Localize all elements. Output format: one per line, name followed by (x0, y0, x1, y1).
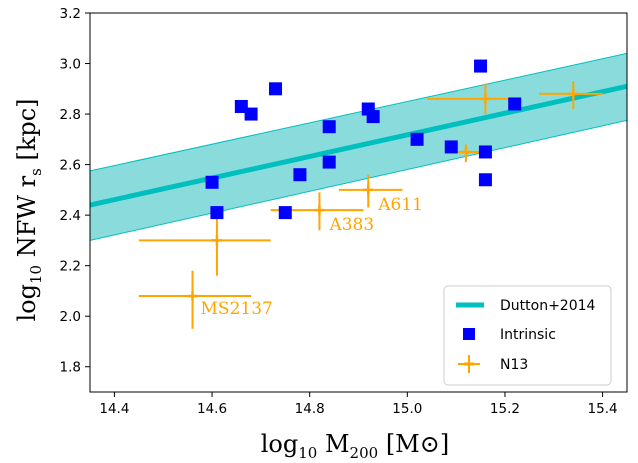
x-tick-label: 15.2 (490, 401, 520, 417)
y-tick-label: 2.0 (60, 309, 81, 325)
x-tick-label: 14.6 (197, 401, 227, 417)
y-axis-label: log10 NFW rs [kpc] (13, 98, 45, 321)
legend-n13-label: N13 (500, 357, 528, 373)
y-tick-label: 1.8 (60, 360, 81, 376)
legend-n13-swatch (458, 355, 480, 373)
intrinsic-marker-layer (205, 59, 522, 220)
y-tick-label: 3.0 (60, 57, 81, 73)
intrinsic-point (322, 155, 336, 169)
annotation-a611: A611 (377, 195, 423, 215)
y-tick-label: 2.4 (60, 208, 81, 224)
annotation-ms2137: MS2137 (201, 299, 273, 319)
x-tick-label: 15.0 (392, 401, 422, 417)
intrinsic-point (278, 206, 292, 220)
x-axis-label: log10 M200 [M⊙] (261, 430, 450, 462)
intrinsic-point (269, 82, 283, 96)
intrinsic-point (210, 206, 224, 220)
intrinsic-point (410, 132, 424, 146)
intrinsic-point (508, 97, 522, 111)
y-tick-label: 3.2 (60, 6, 81, 22)
dutton-line (89, 83, 628, 208)
x-tick-label: 14.8 (295, 401, 325, 417)
intrinsic-point (244, 107, 258, 121)
intrinsic-point (474, 59, 488, 73)
y-tick-label: 2.8 (60, 107, 81, 123)
x-tick-label: 15.4 (588, 401, 618, 417)
intrinsic-point (444, 140, 458, 154)
y-tick-label: 2.2 (60, 259, 81, 275)
intrinsic-point (478, 145, 492, 159)
legend-intrinsic-label: Intrinsic (500, 327, 556, 343)
intrinsic-point (478, 173, 492, 187)
legend: Dutton+2014 Intrinsic N13 (443, 285, 612, 386)
y-tick-label: 2.6 (60, 158, 81, 174)
intrinsic-point (293, 168, 307, 182)
intrinsic-point (366, 110, 380, 124)
tick-layer: 14.4 14.6 14.8 15.0 15.2 15.4 1.8 2.0 2.2 2.4 2.6 2… (60, 6, 618, 417)
plot-frame (89, 12, 628, 393)
annotation-a383: A383 (328, 215, 374, 235)
x-tick-label: 14.4 (99, 401, 129, 417)
intrinsic-point (205, 175, 219, 189)
intrinsic-point (322, 120, 336, 134)
legend-box (443, 285, 612, 386)
legend-dutton-label: Dutton+2014 (500, 298, 596, 314)
dutton-line-layer (89, 83, 628, 208)
legend-intrinsic-swatch (463, 328, 475, 340)
intrinsic-point (234, 99, 248, 113)
